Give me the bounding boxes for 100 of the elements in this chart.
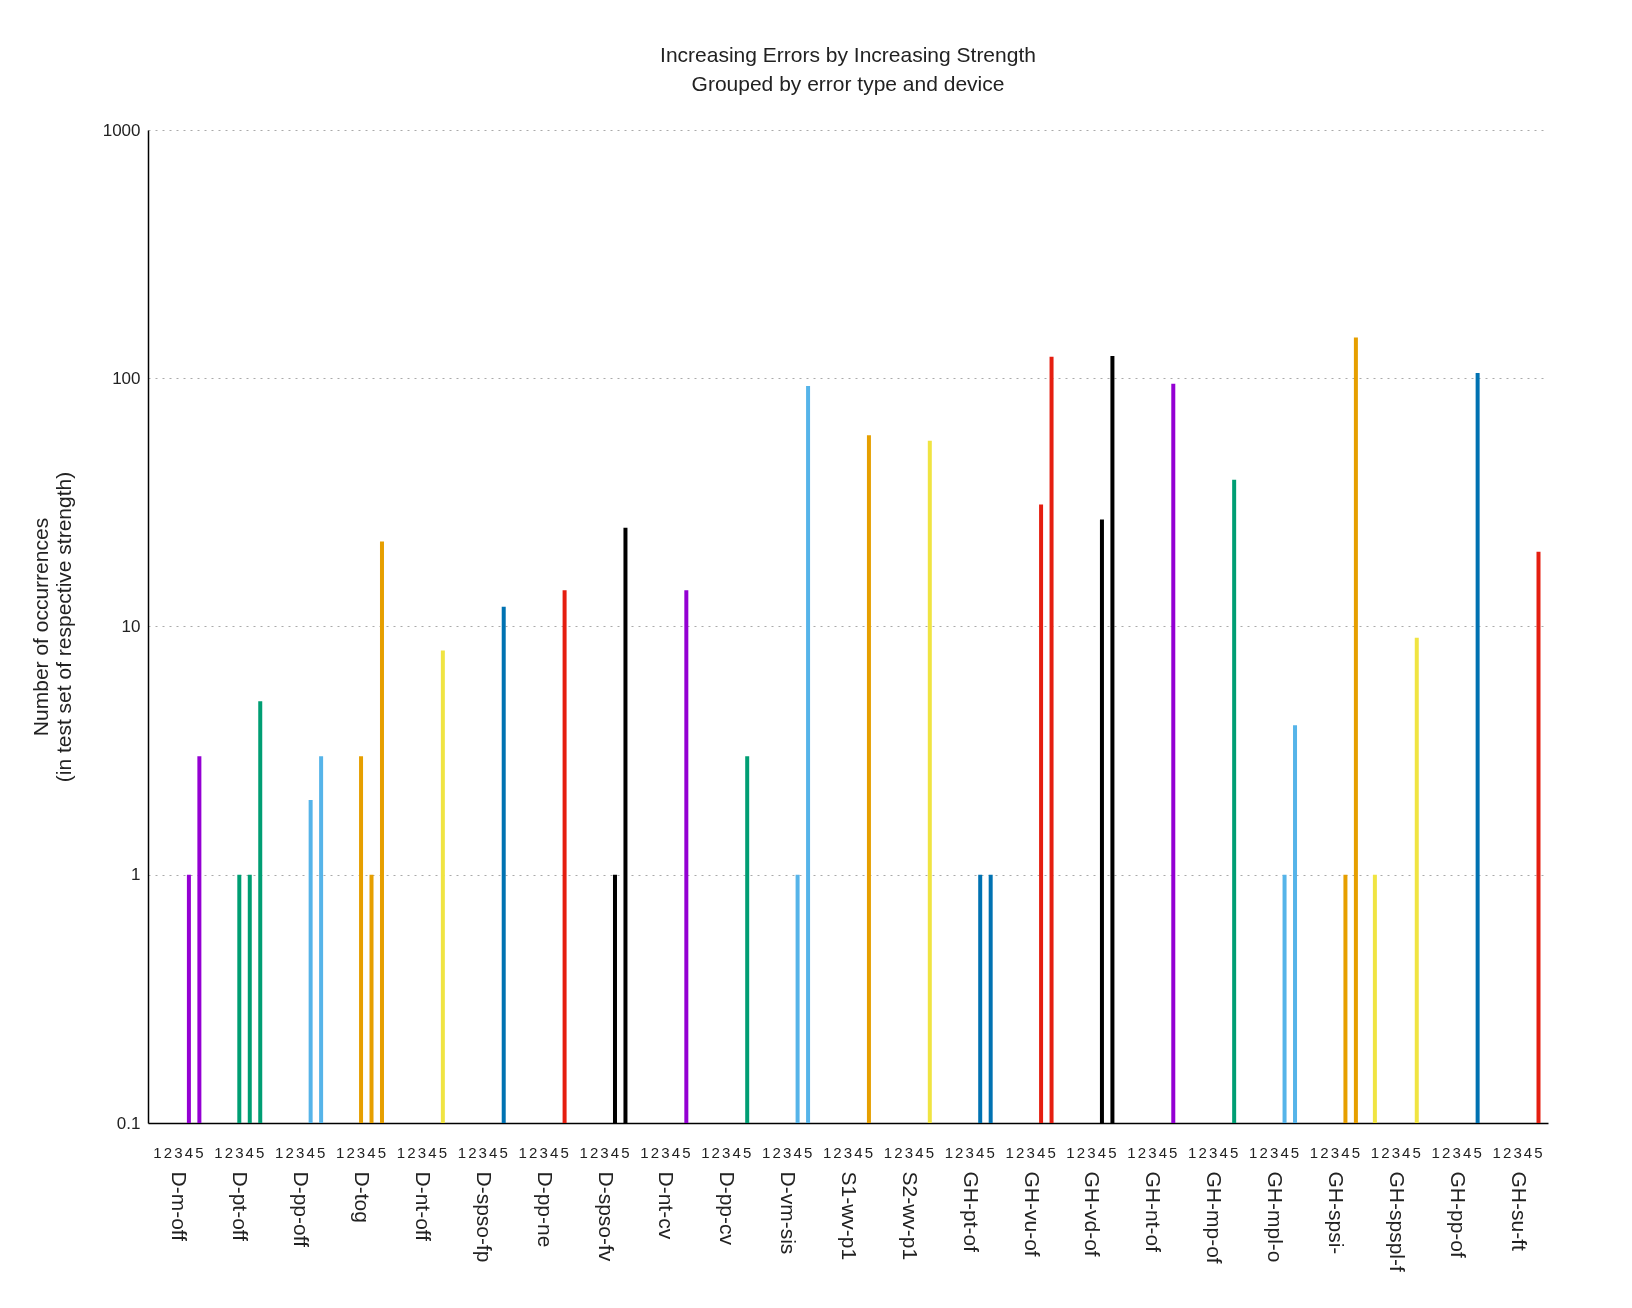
text: 4 [1341,1144,1350,1161]
chart-title: Increasing Errors by Increasing Strength [660,43,1036,66]
text: 2 [1015,1144,1025,1161]
text: 1 [701,1144,710,1161]
text: 4 [306,1144,315,1161]
text: 4 [1158,1144,1167,1161]
text: 3 [356,1144,366,1161]
text: 3 [1513,1144,1522,1161]
text: 3 [600,1144,609,1161]
x-tick-label: GH-pt-of [959,1171,983,1253]
text: 5 [1169,1144,1178,1161]
text: 2 [772,1144,781,1161]
text: 4 [489,1144,498,1161]
text: 2 [224,1144,234,1161]
text: 2 [1137,1144,1147,1161]
text: 2 [1259,1144,1268,1161]
text: 2 [650,1144,660,1161]
text: 5 [1229,1144,1239,1161]
text: 4 [1402,1144,1411,1161]
text: 2 [711,1144,720,1161]
x-tick-label: S1-wv-p1 [838,1171,861,1261]
text: 3 [1330,1144,1340,1161]
text: 1 [1005,1144,1014,1161]
y-tick-label: 10 [121,617,141,636]
x-tick-label: GH-nt-of [1142,1171,1166,1253]
text: 3 [478,1144,487,1161]
text: 5 [986,1144,995,1161]
text: 1 [335,1144,345,1161]
text: 4 [671,1144,681,1161]
x-tick-label: D-vm-sis [777,1171,801,1255]
series-label: 3 [235,1144,244,1161]
text: 5 [316,1144,326,1161]
text: 1 [275,1144,284,1161]
text: 4 [1280,1144,1289,1161]
text: 3 [1209,1144,1218,1161]
x-tick-label: D-nt-cv [655,1171,679,1240]
text: 3 [965,1144,974,1161]
text: 5 [256,1144,265,1161]
text: 3 [296,1144,305,1161]
x-tick-label: GH-vu-of [1020,1171,1044,1257]
text: 4 [732,1144,741,1161]
text: 3 [1087,1144,1096,1161]
text: 4 [610,1144,620,1161]
text: 5 [1108,1144,1117,1161]
text: 1 [457,1144,467,1161]
text: 2 [1076,1144,1086,1161]
text: 4 [1097,1144,1107,1161]
text: 1 [640,1144,649,1161]
text: 5 [438,1144,448,1161]
text: 2 [1198,1144,1207,1161]
text: 5 [499,1144,508,1161]
x-tick-label: GH-spspl-f [1385,1171,1409,1273]
text: 4 [428,1144,437,1161]
y-tick-label: 1000 [102,120,141,140]
x-tick-label: GH-vd-of [1081,1171,1105,1257]
text: 2 [468,1144,477,1161]
text: 5 [560,1144,569,1161]
y-tick-label: 100 [112,368,141,388]
text: 1 [1431,1144,1440,1161]
text: 1 [518,1144,527,1161]
y-tick-label: 1 [131,865,141,885]
text: 3 [843,1144,853,1161]
text: 2 [833,1144,842,1161]
text: 2 [163,1144,173,1161]
text: 5 [1473,1144,1482,1161]
text: 4 [184,1144,194,1161]
text: 1 [153,1144,162,1161]
x-tick-label: D-pp-ne [533,1171,557,1248]
text: 2 [1502,1144,1512,1161]
x-tick-label: S2-wv-p1 [898,1171,922,1261]
text: 3 [722,1144,731,1161]
text: 2 [589,1144,599,1161]
text: 1 [1492,1144,1501,1161]
text: 3 [1452,1144,1461,1161]
x-tick-label: GH-mpl-o [1264,1171,1288,1263]
x-tick-label: GH-spsi- [1324,1171,1348,1255]
text: 5 [925,1144,934,1161]
text: 1 [883,1144,893,1161]
text: 4 [549,1144,559,1161]
text: 1 [579,1144,588,1161]
text: 3 [782,1144,792,1161]
text: 2 [1442,1144,1451,1161]
text: 3 [661,1144,670,1161]
x-tick-label: D-pt-off [229,1171,253,1242]
text: 5 [1534,1144,1543,1161]
text: 5 [1351,1144,1361,1161]
y-tick-label: 0.1 [116,1113,141,1133]
text: 2 [1320,1144,1329,1161]
x-tick-label: GH-pp-of [1446,1171,1470,1259]
x-tick-label: D-pp-cv [716,1171,740,1246]
text: 4 [793,1144,802,1161]
text: 1 [1066,1144,1075,1161]
text: 4 [1523,1144,1533,1161]
y-axis-title: Number of occurrences (in test set of respective strength) [28,471,75,783]
text: 2 [346,1144,355,1161]
text: 3 [1269,1144,1279,1161]
x-tick-label: D-pp-off [290,1171,314,1248]
x-tick-label: D-nt-off [411,1171,435,1242]
text: 5 [621,1144,630,1161]
text: 2 [1381,1144,1390,1161]
